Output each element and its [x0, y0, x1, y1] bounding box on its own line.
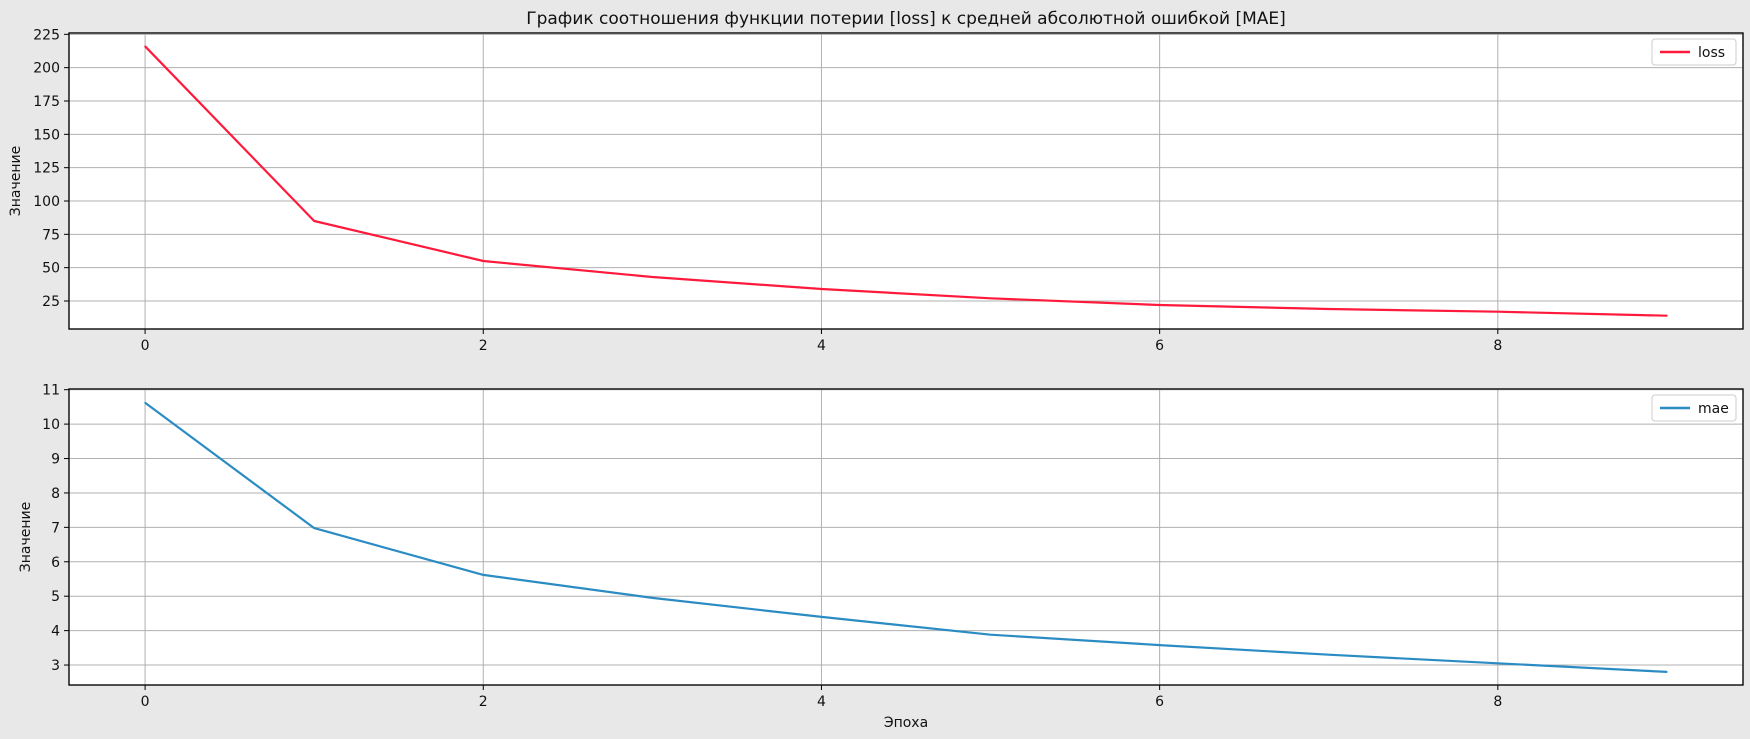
- data-point-loss: [144, 45, 146, 48]
- y-tick-label: 100: [33, 194, 60, 210]
- y-tick-label: 125: [33, 161, 60, 177]
- x-tick-label: 8: [1493, 694, 1502, 710]
- y-tick-label: 11: [42, 383, 60, 399]
- data-point-mae: [1327, 653, 1330, 656]
- legend: mae: [1651, 394, 1737, 422]
- data-point-loss: [820, 288, 823, 290]
- y-axis-label: Значение: [18, 502, 34, 572]
- x-tick-label: 0: [141, 694, 150, 710]
- legend-label: loss: [1698, 45, 1725, 61]
- x-tick-label: 2: [479, 338, 488, 354]
- data-point-mae: [1497, 662, 1499, 665]
- y-tick-label: 225: [33, 27, 60, 43]
- plot-area: [68, 32, 1744, 330]
- y-axis-label: Значение: [8, 146, 24, 216]
- plot-area: [68, 388, 1744, 686]
- y-tick-label: 150: [33, 127, 60, 143]
- x-tick-label: 6: [1155, 338, 1164, 354]
- y-tick-label: 6: [51, 555, 60, 571]
- y-tick-label: 50: [42, 261, 60, 277]
- y-tick-label: 5: [51, 589, 60, 605]
- data-point-mae: [1666, 671, 1668, 673]
- y-tick-label: 7: [51, 520, 60, 536]
- y-tick-label: 8: [51, 486, 60, 502]
- y-tick-label: 75: [42, 227, 60, 243]
- y-tick-label: 25: [42, 294, 60, 310]
- data-point-loss: [1158, 304, 1161, 306]
- y-tick-label: 175: [33, 94, 60, 110]
- data-point-mae: [820, 616, 823, 618]
- legend-label: mae: [1698, 401, 1729, 417]
- data-point-loss: [651, 276, 654, 278]
- data-point-mae: [651, 597, 654, 599]
- chart-title: График соотношения функции потерии [loss…: [526, 9, 1286, 29]
- data-point-mae: [989, 633, 992, 636]
- series-line-loss: [144, 45, 1667, 317]
- data-point-mae: [1158, 644, 1161, 646]
- chart-panel-1: 0 2 4 6 8 25 50 75 100 125 150 175 200 225 loss Значени…: [8, 27, 1744, 354]
- y-tick-label: 200: [33, 61, 60, 77]
- x-tick-label: 8: [1493, 338, 1502, 354]
- x-tick-label: 2: [479, 694, 488, 710]
- y-tick-label: 4: [51, 624, 60, 640]
- data-point-loss: [1497, 310, 1499, 313]
- data-point-loss: [313, 220, 315, 222]
- chart-panel-2: 0 2 4 6 8 3 4 5 6 7 8 9 10 11 mae Значение Эпоха: [18, 383, 1744, 731]
- x-tick-label: 4: [817, 694, 826, 710]
- data-point-loss: [1666, 314, 1668, 317]
- plot-frame: [68, 32, 1744, 330]
- y-tick-label: 9: [51, 452, 60, 468]
- plot-frame: [68, 388, 1744, 686]
- series-line-mae: [144, 401, 1667, 673]
- x-tick-label: 6: [1155, 694, 1164, 710]
- y-tick-label: 3: [51, 658, 60, 674]
- x-tick-label: 0: [141, 338, 150, 354]
- data-point-mae: [313, 527, 315, 529]
- x-axis-label: Эпоха: [884, 715, 928, 731]
- data-point-loss: [1327, 308, 1330, 310]
- data-point-loss: [482, 260, 485, 262]
- legend-box: [1651, 394, 1737, 422]
- data-point-mae: [482, 574, 485, 576]
- data-point-mae: [144, 401, 146, 404]
- y-tick-label: 10: [42, 417, 60, 433]
- data-point-loss: [989, 297, 992, 300]
- legend-box: [1651, 38, 1737, 66]
- x-tick-label: 4: [817, 338, 826, 354]
- legend: loss: [1651, 38, 1737, 66]
